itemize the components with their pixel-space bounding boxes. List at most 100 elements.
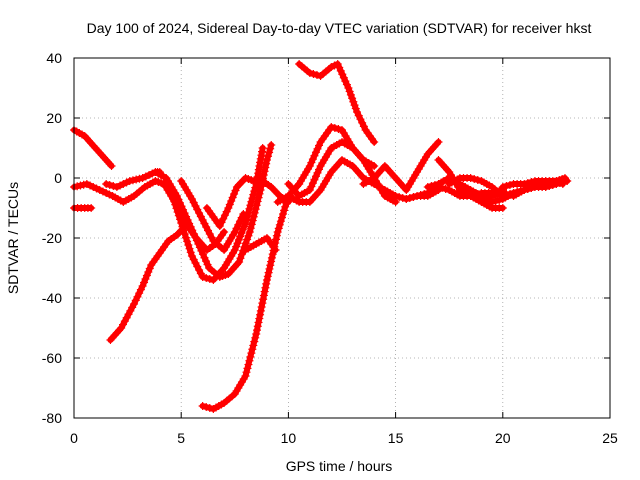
data-point — [189, 255, 198, 264]
y-tick-label: -40 — [42, 290, 62, 306]
data-point — [312, 71, 321, 79]
data-point — [505, 181, 514, 189]
data-point — [502, 190, 511, 198]
data-point — [370, 138, 379, 146]
data-point — [356, 115, 365, 124]
series-track-10 — [198, 180, 304, 413]
data-point — [345, 87, 354, 96]
x-axis: 0 5 10 15 20 25 — [70, 58, 618, 446]
data-point — [191, 202, 200, 210]
data-point — [255, 189, 264, 198]
data-point — [196, 212, 205, 221]
data-point — [179, 205, 188, 214]
chart-title: Day 100 of 2024, Sidereal Day-to-day VTE… — [87, 20, 592, 36]
data-point — [249, 190, 258, 199]
data-point — [185, 219, 194, 228]
data-point — [276, 217, 285, 226]
data-point — [275, 220, 284, 229]
data-point — [122, 313, 131, 322]
data-point — [251, 183, 260, 192]
data-point — [265, 264, 274, 273]
data-point — [195, 209, 204, 217]
data-point — [333, 60, 342, 68]
data-point — [133, 292, 142, 301]
data-point — [423, 183, 432, 191]
data-point — [258, 147, 267, 156]
data-point — [192, 236, 201, 245]
data-point — [262, 156, 271, 164]
data-point — [217, 218, 226, 227]
data-point — [256, 158, 265, 167]
data-point — [488, 192, 497, 200]
data-point — [480, 194, 489, 202]
data-point — [310, 175, 319, 184]
data-point — [242, 368, 251, 377]
data-point — [200, 219, 209, 228]
data-point — [259, 295, 268, 304]
data-point — [128, 303, 137, 312]
data-point — [204, 226, 212, 235]
data-point — [307, 158, 316, 167]
data-point — [265, 148, 274, 157]
series-track-7 — [166, 144, 267, 284]
data-point — [107, 162, 116, 170]
data-point — [176, 215, 185, 224]
data-point — [281, 202, 290, 211]
data-point — [279, 210, 288, 218]
data-point — [232, 224, 241, 233]
data-point — [178, 222, 187, 231]
data-point — [245, 228, 254, 236]
data-point — [189, 198, 198, 207]
data-point — [495, 190, 504, 198]
series-track-11 — [241, 234, 280, 254]
data-point — [280, 206, 289, 215]
data-point — [238, 225, 247, 234]
data-point — [236, 232, 245, 241]
data-point — [560, 174, 569, 182]
data-point — [227, 197, 236, 205]
data-point — [183, 237, 192, 246]
data-point — [359, 122, 368, 131]
data-point — [252, 330, 261, 338]
data-point — [215, 222, 224, 230]
data-point — [239, 210, 248, 218]
data-point — [346, 90, 355, 99]
data-point — [264, 152, 273, 161]
series-track-16 — [359, 138, 443, 194]
data-point — [234, 235, 243, 244]
data-point — [358, 118, 367, 127]
data-point — [220, 211, 229, 220]
data-point — [187, 195, 196, 203]
data-point — [259, 291, 268, 300]
data-point — [182, 212, 191, 221]
data-point — [119, 320, 128, 329]
data-point — [498, 204, 507, 212]
data-point — [177, 219, 186, 227]
data-point — [166, 186, 175, 194]
y-tick-label: -60 — [42, 350, 62, 366]
data-point — [523, 179, 532, 187]
data-point — [405, 194, 414, 202]
data-point — [466, 174, 475, 182]
data-point — [184, 241, 193, 249]
series-track-8 — [177, 177, 248, 254]
data-point — [351, 104, 360, 113]
data-point — [258, 144, 267, 152]
data-point — [338, 70, 347, 79]
data-point — [253, 326, 262, 335]
data-point — [262, 276, 271, 284]
data-point — [259, 171, 268, 179]
data-point — [470, 175, 479, 183]
data-point — [344, 84, 353, 92]
data-point — [181, 233, 190, 242]
data-point — [416, 191, 425, 199]
data-point — [272, 235, 281, 244]
data-point — [354, 111, 363, 120]
data-point — [170, 197, 179, 205]
x-tick-label: 5 — [177, 430, 185, 446]
data-point — [308, 155, 317, 164]
data-point — [126, 306, 135, 315]
series-track-9 — [202, 174, 293, 230]
data-point — [247, 349, 256, 358]
data-point — [527, 178, 536, 186]
